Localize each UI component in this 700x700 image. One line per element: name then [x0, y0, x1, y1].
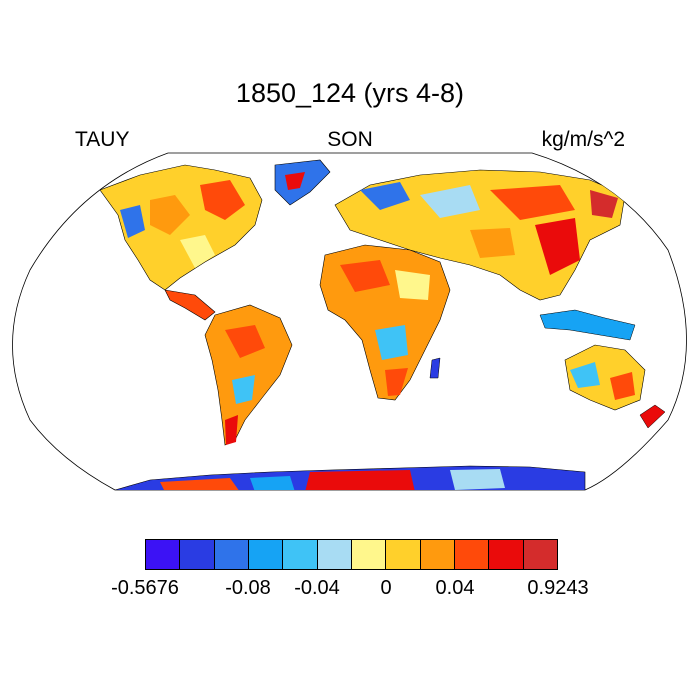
colorbar-tick-label: 0.9243 — [527, 577, 589, 599]
colorbar-swatch — [317, 540, 352, 569]
south-america — [204, 304, 293, 446]
colorbar-swatch — [420, 540, 455, 569]
colorbar-swatch — [386, 540, 421, 569]
colorbar-tick-label: 0.04 — [435, 577, 475, 599]
colorbar-tick-label: -0.08 — [225, 577, 271, 599]
indonesia — [539, 309, 636, 341]
colorbar-swatch — [146, 540, 181, 569]
season-label: SON — [327, 128, 373, 151]
colorbar-swatch — [180, 540, 215, 569]
colorbar — [145, 539, 558, 570]
colorbar-tick-label: 0 — [380, 577, 392, 599]
variable-label: TAUY — [75, 128, 130, 151]
greenland — [274, 159, 331, 206]
colorbar-tick-label: -0.04 — [294, 577, 340, 599]
colorbar-swatch — [489, 540, 524, 569]
map-title: 1850_124 (yrs 4-8) — [235, 78, 465, 108]
colorbar-tick-label: -0.5676 — [111, 577, 179, 599]
colorbar-swatch — [248, 540, 284, 569]
colorbar-swatch — [454, 540, 490, 569]
units-label: kg/m/s^2 — [541, 128, 625, 151]
colorbar-swatch — [351, 540, 387, 569]
colorbar-swatch — [283, 540, 318, 569]
colorbar-swatch — [523, 540, 557, 569]
central-america — [164, 289, 216, 321]
colorbar-swatch — [214, 540, 249, 569]
